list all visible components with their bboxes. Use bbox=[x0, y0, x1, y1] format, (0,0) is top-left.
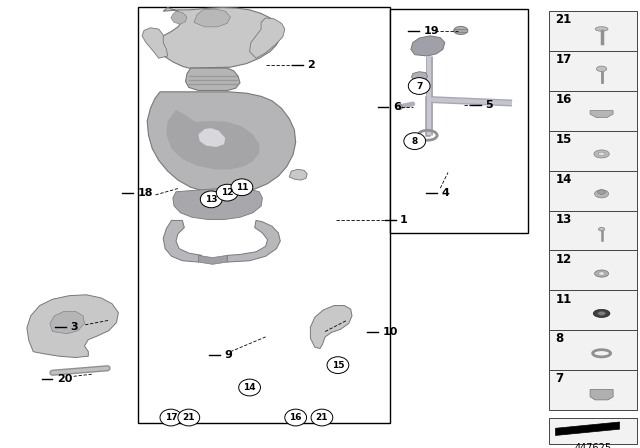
Ellipse shape bbox=[408, 78, 430, 95]
Ellipse shape bbox=[231, 179, 253, 196]
Ellipse shape bbox=[178, 409, 200, 426]
Ellipse shape bbox=[598, 228, 605, 231]
Bar bbox=[454, 29, 467, 32]
Ellipse shape bbox=[595, 27, 608, 31]
Text: 13: 13 bbox=[205, 195, 218, 204]
Text: 20: 20 bbox=[57, 374, 72, 383]
Polygon shape bbox=[186, 68, 240, 90]
Ellipse shape bbox=[598, 152, 605, 156]
Text: 12: 12 bbox=[556, 253, 572, 266]
Text: 6: 6 bbox=[393, 102, 401, 112]
Text: 12: 12 bbox=[221, 188, 234, 197]
Polygon shape bbox=[194, 9, 230, 27]
Bar bbox=[549, 330, 637, 370]
Text: 15: 15 bbox=[556, 133, 572, 146]
Text: 8: 8 bbox=[556, 332, 564, 345]
Ellipse shape bbox=[595, 190, 609, 198]
Ellipse shape bbox=[327, 357, 349, 374]
Text: 16: 16 bbox=[556, 93, 572, 106]
Polygon shape bbox=[590, 390, 613, 400]
Ellipse shape bbox=[454, 26, 468, 34]
Polygon shape bbox=[590, 111, 613, 118]
Ellipse shape bbox=[596, 66, 607, 72]
Text: 18: 18 bbox=[138, 188, 153, 198]
Polygon shape bbox=[227, 220, 280, 262]
Polygon shape bbox=[250, 18, 285, 58]
Ellipse shape bbox=[311, 409, 333, 426]
Polygon shape bbox=[166, 110, 259, 169]
Text: 1: 1 bbox=[400, 215, 408, 224]
Text: 8: 8 bbox=[412, 137, 418, 146]
Text: 17: 17 bbox=[556, 53, 572, 66]
Polygon shape bbox=[310, 306, 352, 349]
Bar bbox=[549, 91, 637, 131]
Text: 4: 4 bbox=[442, 188, 449, 198]
Ellipse shape bbox=[598, 312, 605, 315]
Text: 11: 11 bbox=[556, 293, 572, 306]
Bar bbox=[549, 51, 637, 91]
Text: 14: 14 bbox=[243, 383, 256, 392]
Ellipse shape bbox=[594, 150, 609, 158]
Bar bbox=[549, 11, 637, 51]
Text: 7: 7 bbox=[416, 82, 422, 90]
Ellipse shape bbox=[598, 190, 605, 194]
Ellipse shape bbox=[239, 379, 260, 396]
Text: 19: 19 bbox=[424, 26, 439, 36]
Text: 14: 14 bbox=[556, 173, 572, 186]
Bar bbox=[549, 290, 637, 330]
Ellipse shape bbox=[216, 184, 238, 201]
Text: 2: 2 bbox=[307, 60, 315, 70]
Polygon shape bbox=[142, 28, 168, 58]
Polygon shape bbox=[556, 422, 620, 435]
Text: 21: 21 bbox=[316, 413, 328, 422]
Bar bbox=[549, 418, 637, 444]
Polygon shape bbox=[27, 295, 118, 358]
Polygon shape bbox=[159, 8, 282, 68]
Ellipse shape bbox=[200, 191, 222, 208]
Bar bbox=[549, 171, 637, 211]
Text: 447625: 447625 bbox=[575, 443, 612, 448]
Polygon shape bbox=[50, 311, 84, 334]
Polygon shape bbox=[171, 11, 187, 24]
Ellipse shape bbox=[593, 310, 610, 318]
Ellipse shape bbox=[160, 409, 182, 426]
Bar bbox=[549, 211, 637, 250]
Text: 15: 15 bbox=[332, 361, 344, 370]
Ellipse shape bbox=[404, 133, 426, 150]
Text: 21: 21 bbox=[556, 13, 572, 26]
Polygon shape bbox=[198, 255, 227, 264]
Bar bbox=[138, 7, 390, 423]
Bar bbox=[549, 131, 637, 171]
Polygon shape bbox=[289, 169, 307, 180]
Bar bbox=[549, 250, 637, 290]
Text: 17: 17 bbox=[164, 413, 177, 422]
Polygon shape bbox=[173, 188, 262, 220]
Ellipse shape bbox=[595, 270, 609, 277]
Text: 5: 5 bbox=[485, 100, 493, 110]
Text: 21: 21 bbox=[182, 413, 195, 422]
Ellipse shape bbox=[285, 409, 307, 426]
Polygon shape bbox=[163, 220, 202, 262]
Text: 10: 10 bbox=[383, 327, 398, 337]
Polygon shape bbox=[411, 36, 445, 56]
Text: 3: 3 bbox=[70, 322, 78, 332]
Polygon shape bbox=[147, 92, 296, 194]
Text: 13: 13 bbox=[556, 213, 572, 226]
Bar bbox=[549, 370, 637, 410]
Text: 16: 16 bbox=[289, 413, 302, 422]
Bar bbox=[390, 9, 528, 233]
Polygon shape bbox=[198, 128, 225, 147]
Text: 7: 7 bbox=[556, 372, 564, 385]
Polygon shape bbox=[412, 72, 428, 82]
Ellipse shape bbox=[396, 104, 403, 110]
Ellipse shape bbox=[598, 272, 605, 276]
Text: 11: 11 bbox=[236, 183, 248, 192]
Text: 9: 9 bbox=[224, 350, 232, 360]
